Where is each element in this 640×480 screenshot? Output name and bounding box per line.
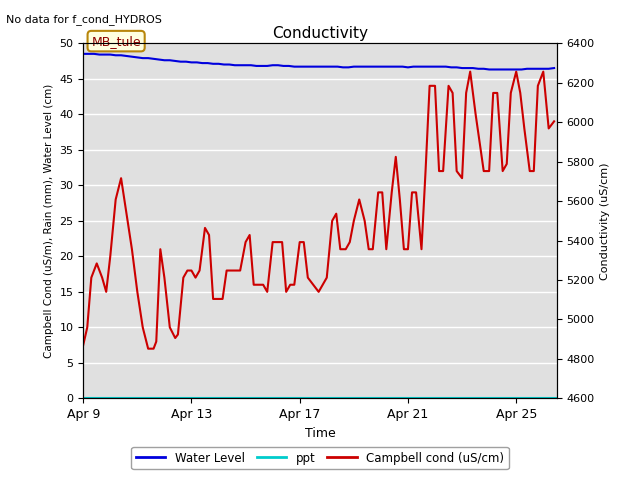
Campbell cond (uS/cm): [144, 346, 152, 351]
Campbell cond (uS/cm): [205, 232, 213, 238]
Campbell cond (uS/cm): [540, 69, 547, 74]
Water Level: [90, 51, 98, 57]
Water Level: [485, 67, 493, 72]
X-axis label: Time: Time: [305, 427, 335, 440]
Line: Campbell cond (uS/cm): Campbell cond (uS/cm): [83, 72, 554, 348]
Water Level: [550, 65, 558, 71]
Water Level: [312, 64, 320, 70]
Campbell cond (uS/cm): [550, 119, 558, 124]
Campbell cond (uS/cm): [79, 342, 87, 348]
Campbell cond (uS/cm): [93, 261, 100, 266]
Campbell cond (uS/cm): [319, 282, 326, 288]
Text: MB_tule: MB_tule: [92, 35, 141, 48]
Water Level: [79, 51, 87, 57]
Campbell cond (uS/cm): [516, 90, 524, 96]
Water Level: [209, 61, 217, 67]
Campbell cond (uS/cm): [467, 69, 474, 74]
Water Level: [355, 64, 363, 70]
Y-axis label: Campbell Cond (uS/m), Rain (mm), Water Level (cm): Campbell Cond (uS/m), Rain (mm), Water L…: [44, 84, 54, 358]
Y-axis label: Conductivity (uS/cm): Conductivity (uS/cm): [600, 162, 611, 279]
Legend: Water Level, ppt, Campbell cond (uS/cm): Water Level, ppt, Campbell cond (uS/cm): [131, 447, 509, 469]
Line: Water Level: Water Level: [83, 54, 554, 70]
Water Level: [214, 61, 222, 67]
Title: Conductivity: Conductivity: [272, 25, 368, 41]
Text: No data for f_cond_HYDROS: No data for f_cond_HYDROS: [6, 14, 163, 25]
Water Level: [523, 66, 531, 72]
Campbell cond (uS/cm): [223, 268, 230, 274]
